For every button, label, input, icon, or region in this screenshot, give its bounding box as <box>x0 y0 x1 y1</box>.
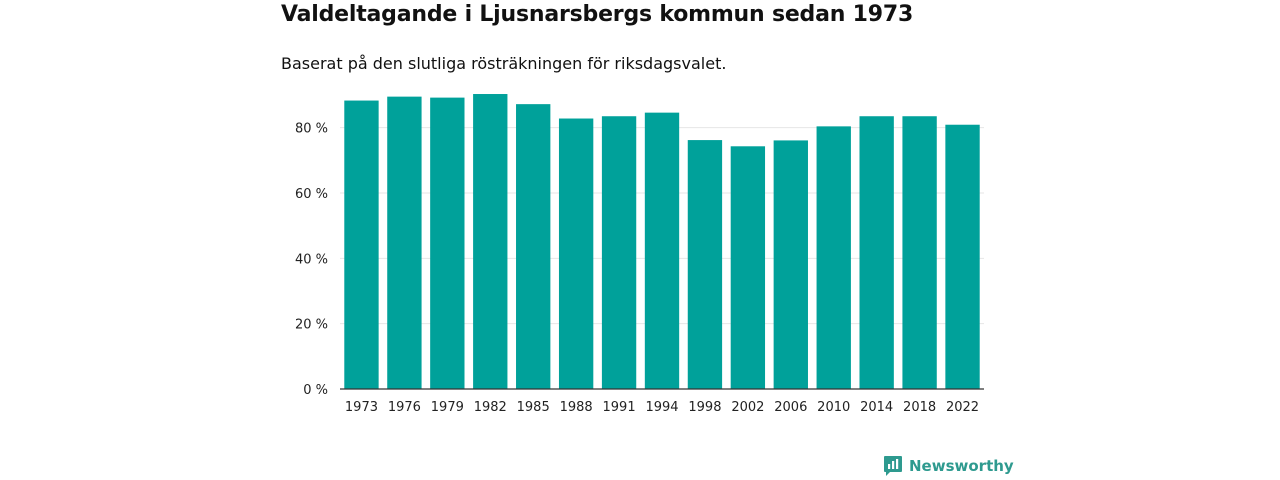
y-tick-label: 0 % <box>303 383 328 398</box>
bar <box>430 97 465 389</box>
x-tick-label: 2014 <box>860 400 893 415</box>
x-tick-label: 2002 <box>731 400 764 415</box>
x-tick-label: 1998 <box>688 400 721 415</box>
chart-title: Valdeltagande i Ljusnarsbergs kommun sed… <box>281 2 914 27</box>
x-tick-label: 1988 <box>560 400 593 415</box>
x-tick-label: 1994 <box>645 400 678 415</box>
bar <box>945 124 980 389</box>
chart-subtitle: Baserat på den slutliga rösträkningen fö… <box>281 54 727 73</box>
x-tick-label: 2010 <box>817 400 850 415</box>
newsworthy-logo-icon <box>884 456 902 476</box>
y-tick-label: 60 % <box>295 187 328 202</box>
bar <box>473 94 508 390</box>
x-tick-label: 2006 <box>774 400 807 415</box>
bar <box>387 96 422 389</box>
bar <box>687 140 723 389</box>
x-tick-label: 1985 <box>517 400 550 415</box>
x-tick-label: 1979 <box>431 400 464 415</box>
x-tick-label: 2022 <box>946 400 979 415</box>
bar <box>730 146 766 389</box>
brand-logo: Newsworthy <box>883 455 1014 477</box>
y-tick-label: 20 % <box>295 318 328 333</box>
bars <box>344 94 980 390</box>
x-tick-label: 1982 <box>474 400 507 415</box>
x-tick-label: 1973 <box>345 400 378 415</box>
bar <box>859 116 894 389</box>
x-tick-label: 1976 <box>388 400 421 415</box>
bar <box>601 116 637 389</box>
bar <box>644 112 680 389</box>
y-tick-label: 80 % <box>295 122 328 137</box>
bar <box>516 104 551 389</box>
bar <box>773 140 808 389</box>
x-tick-label: 2018 <box>903 400 936 415</box>
bar <box>902 116 937 389</box>
bar <box>558 118 594 390</box>
bar <box>344 100 379 389</box>
y-axis-ticks: 0 % 20 % 40 % 60 % 80 % <box>295 122 328 398</box>
x-tick-label: 1991 <box>603 400 636 415</box>
y-tick-label: 40 % <box>295 252 328 267</box>
brand-name: Newsworthy <box>909 457 1014 475</box>
bar <box>816 126 851 390</box>
x-axis-ticks: 1973 1976 1979 1982 1985 1988 1991 1994 1998 2002… <box>345 400 979 415</box>
